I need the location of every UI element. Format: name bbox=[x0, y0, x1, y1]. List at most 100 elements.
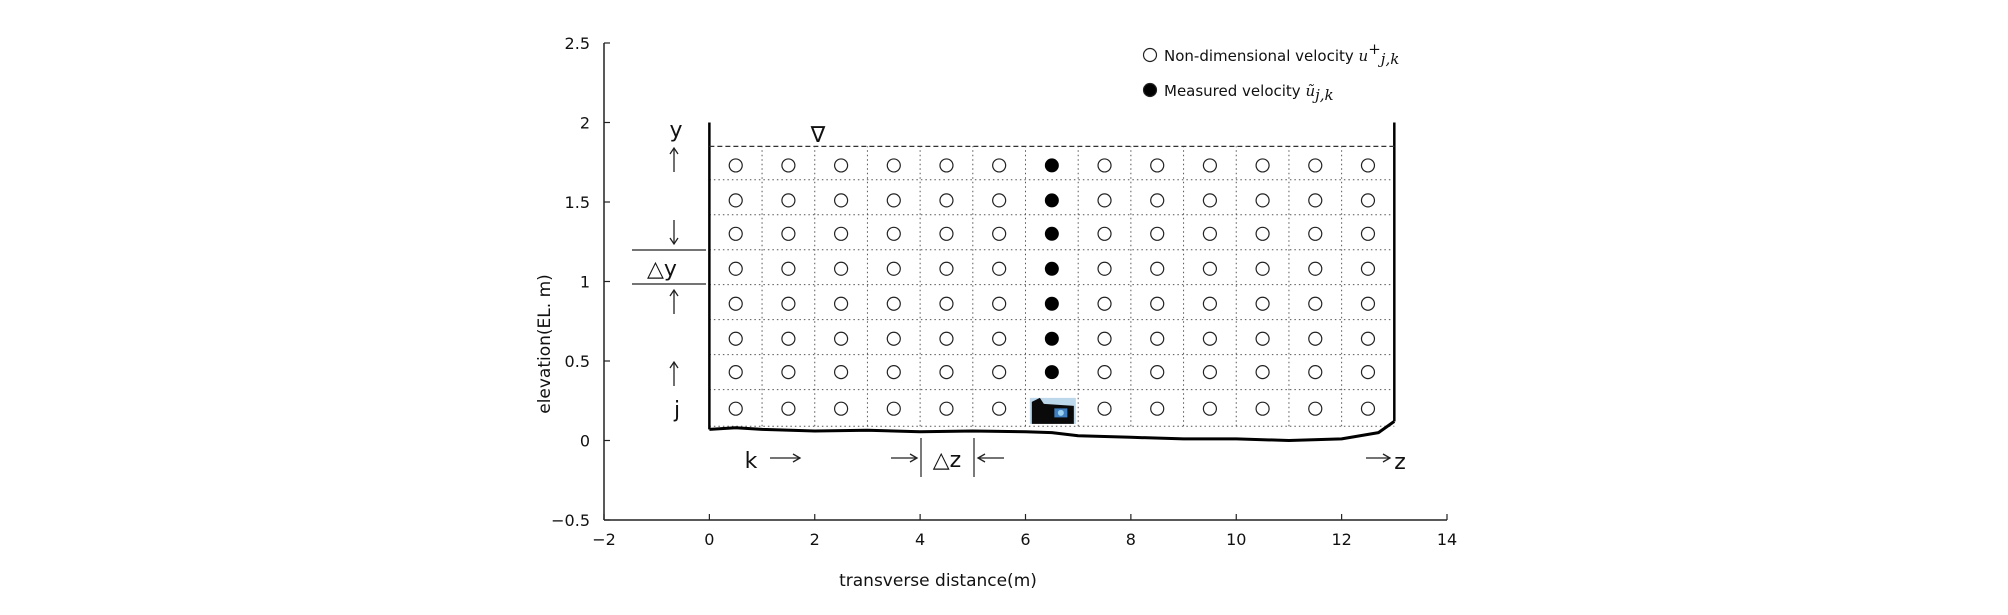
nondimensional-velocity-point bbox=[992, 261, 1007, 276]
nondimensional-velocity-point bbox=[1308, 226, 1323, 241]
nondimensional-velocity-point bbox=[728, 401, 743, 416]
x-tick-label: 2 bbox=[810, 530, 820, 549]
nondimensional-velocity-point bbox=[833, 158, 849, 173]
legend-math-superscript: + bbox=[1368, 40, 1381, 58]
x-tick-label: 0 bbox=[704, 530, 714, 549]
nondimensional-velocity-point bbox=[833, 193, 849, 208]
legend-marker bbox=[1142, 47, 1158, 63]
velocity-points bbox=[728, 158, 1376, 416]
nondimensional-velocity-point bbox=[728, 226, 743, 241]
nondimensional-velocity-point bbox=[1360, 193, 1376, 208]
nondimensional-velocity-point bbox=[1150, 401, 1165, 416]
nondimensional-velocity-point bbox=[886, 193, 901, 208]
measured-velocity-point bbox=[1044, 261, 1059, 276]
nondimensional-velocity-point bbox=[833, 261, 849, 276]
nondimensional-velocity-point bbox=[1202, 331, 1218, 346]
y-tick-label: 2.5 bbox=[565, 34, 590, 53]
legend-math-symbol: u bbox=[1359, 47, 1369, 65]
water-surface-symbol: ∇ bbox=[810, 123, 826, 148]
measured-velocity-point bbox=[1044, 193, 1059, 208]
nondimensional-velocity-point bbox=[833, 296, 849, 311]
y-tick-label: −0.5 bbox=[551, 511, 590, 530]
annotations: y △y j k △z z ∇ bbox=[632, 118, 1406, 477]
nondimensional-velocity-point bbox=[1150, 158, 1165, 173]
nondimensional-velocity-point bbox=[1097, 365, 1112, 380]
y-tick-label: 0 bbox=[580, 432, 590, 451]
nondimensional-velocity-point bbox=[992, 193, 1007, 208]
nondimensional-velocity-point bbox=[886, 296, 901, 311]
nondimensional-velocity-point bbox=[1202, 401, 1218, 416]
nondimensional-velocity-point bbox=[781, 296, 796, 311]
annotation-j: j bbox=[673, 398, 680, 423]
nondimensional-velocity-point bbox=[1308, 365, 1323, 380]
nondimensional-velocity-point bbox=[1255, 401, 1270, 416]
legend-math-subscript: j,k bbox=[1312, 86, 1334, 104]
nondimensional-velocity-point bbox=[886, 365, 901, 380]
nondimensional-velocity-point bbox=[1360, 296, 1376, 311]
nondimensional-velocity-point bbox=[728, 365, 743, 380]
nondimensional-velocity-point bbox=[1255, 158, 1270, 173]
instrument bbox=[1029, 397, 1076, 424]
nondimensional-velocity-point bbox=[781, 226, 796, 241]
axes: −2 0 2 4 6 8 10 12 14 2.5 2 1.5 1 0.5 0 −0.5 bbox=[551, 34, 1457, 549]
instrument-lens bbox=[1057, 409, 1064, 416]
nondimensional-velocity-point bbox=[1308, 296, 1323, 311]
nondimensional-velocity-point bbox=[939, 331, 954, 346]
nondimensional-velocity-point bbox=[728, 331, 743, 346]
nondimensional-velocity-point bbox=[992, 158, 1007, 173]
arrow-right-k-head bbox=[792, 453, 802, 463]
nondimensional-velocity-point bbox=[1360, 226, 1376, 241]
nondimensional-velocity-point bbox=[1150, 261, 1165, 276]
nondimensional-velocity-point bbox=[833, 226, 849, 241]
nondimensional-velocity-point bbox=[1360, 331, 1376, 346]
arrow-left-dz-head bbox=[976, 453, 986, 463]
y-tick-label: 2 bbox=[580, 114, 590, 133]
nondimensional-velocity-point bbox=[1097, 331, 1112, 346]
nondimensional-velocity-point bbox=[1097, 158, 1112, 173]
annotation-dy: △y bbox=[647, 257, 677, 282]
channel-outline bbox=[708, 122, 1396, 442]
legend: Non-dimensional velocity u+j,k Measured v… bbox=[1142, 40, 1399, 104]
cell-grid bbox=[709, 146, 1395, 427]
nondimensional-velocity-point bbox=[886, 226, 901, 241]
nondimensional-velocity-point bbox=[1097, 226, 1112, 241]
measured-velocity-point bbox=[1044, 158, 1059, 173]
x-axis-label: transverse distance(m) bbox=[839, 571, 1037, 591]
nondimensional-velocity-point bbox=[1097, 261, 1112, 276]
nondimensional-velocity-point bbox=[1255, 296, 1270, 311]
bed-profile bbox=[709, 420, 1396, 442]
annotation-z: z bbox=[1394, 450, 1406, 475]
nondimensional-velocity-point bbox=[728, 296, 743, 311]
nondimensional-velocity-point bbox=[1255, 193, 1270, 208]
arrow-up-dy-head bbox=[669, 288, 679, 297]
nondimensional-velocity-point bbox=[992, 296, 1007, 311]
nondimensional-velocity-point bbox=[992, 331, 1007, 346]
nondimensional-velocity-point bbox=[833, 401, 849, 416]
nondimensional-velocity-point bbox=[781, 193, 796, 208]
annotation-y: y bbox=[669, 118, 682, 143]
x-tick-label: −2 bbox=[592, 530, 616, 549]
x-tick-label: 8 bbox=[1126, 530, 1136, 549]
boat-instrument-icon bbox=[1029, 397, 1076, 424]
nondimensional-velocity-point bbox=[1097, 401, 1112, 416]
nondimensional-velocity-point bbox=[1202, 261, 1218, 276]
nondimensional-velocity-point bbox=[1097, 193, 1112, 208]
y-tick-label: 1 bbox=[580, 273, 590, 292]
x-tick-label: 14 bbox=[1437, 530, 1457, 549]
nondimensional-velocity-point bbox=[939, 158, 954, 173]
nondimensional-velocity-point bbox=[939, 401, 954, 416]
nondimensional-velocity-point bbox=[1308, 261, 1323, 276]
legend-marker bbox=[1142, 82, 1158, 98]
nondimensional-velocity-point bbox=[992, 365, 1007, 380]
nondimensional-velocity-point bbox=[1202, 226, 1218, 241]
nondimensional-velocity-point bbox=[1202, 296, 1218, 311]
nondimensional-velocity-point bbox=[1360, 158, 1376, 173]
nondimensional-velocity-point bbox=[1308, 193, 1323, 208]
nondimensional-velocity-point bbox=[728, 193, 743, 208]
measured-velocity-point bbox=[1044, 226, 1059, 241]
nondimensional-velocity-point bbox=[1202, 365, 1218, 380]
nondimensional-velocity-point bbox=[939, 296, 954, 311]
arrow-right-dz-head bbox=[909, 453, 919, 463]
nondimensional-velocity-point bbox=[1202, 193, 1218, 208]
